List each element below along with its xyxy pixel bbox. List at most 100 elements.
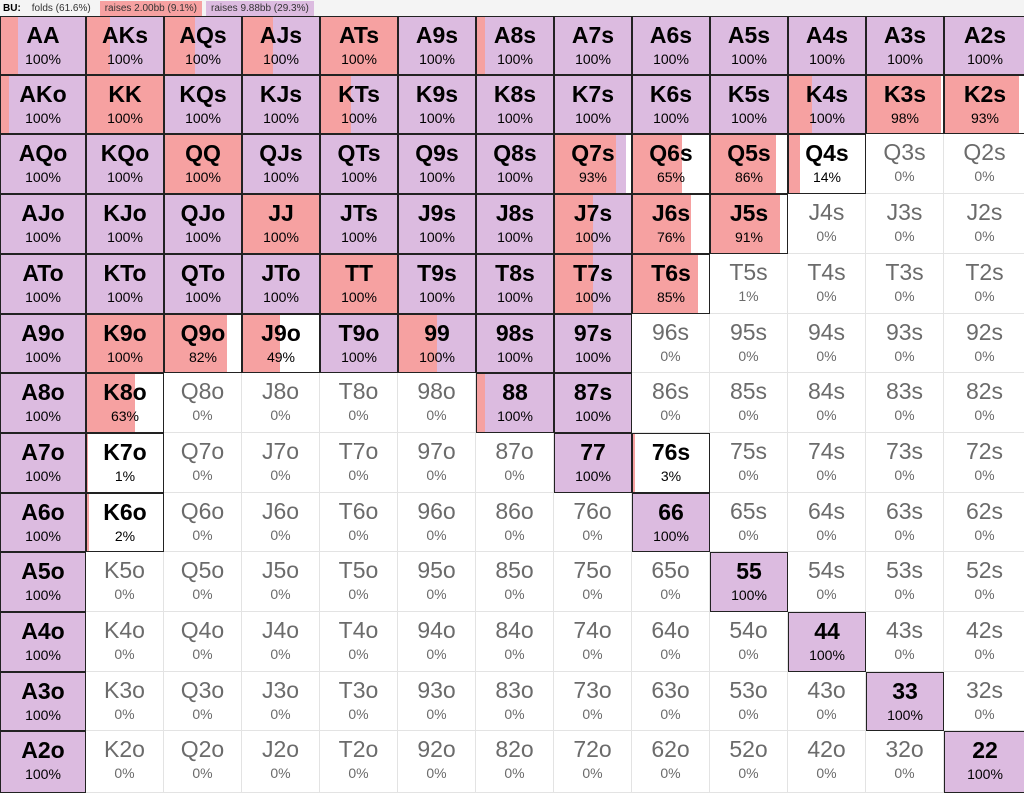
hand-cell-43s[interactable]: 43s 0% (866, 612, 944, 672)
hand-cell-63o[interactable]: 63o 0% (632, 672, 710, 731)
hand-cell-kqs[interactable]: KQs 100% (164, 75, 242, 134)
hand-cell-76o[interactable]: 76o 0% (554, 493, 632, 552)
hand-cell-k2o[interactable]: K2o 0% (86, 731, 164, 793)
fold-action-chip[interactable]: folds (61.6%) (26, 1, 96, 16)
hand-cell-33[interactable]: 33 100% (866, 672, 944, 731)
hand-cell-94o[interactable]: 94o 0% (398, 612, 476, 672)
hand-cell-kqo[interactable]: KQo 100% (86, 134, 164, 194)
hand-cell-k8s[interactable]: K8s 100% (476, 75, 554, 134)
hand-cell-t8o[interactable]: T8o 0% (320, 373, 398, 433)
hand-cell-q3s[interactable]: Q3s 0% (866, 134, 944, 194)
hand-cell-j4o[interactable]: J4o 0% (242, 612, 320, 672)
hand-cell-ako[interactable]: AKo 100% (0, 75, 86, 134)
hand-cell-kk[interactable]: KK 100% (86, 75, 164, 134)
hand-cell-98s[interactable]: 98s 100% (476, 314, 554, 373)
hand-cell-qjo[interactable]: QJo 100% (164, 194, 242, 254)
hand-cell-55[interactable]: 55 100% (710, 552, 788, 612)
hand-cell-t6s[interactable]: T6s 85% (632, 254, 710, 314)
hand-cell-t5o[interactable]: T5o 0% (320, 552, 398, 612)
hand-cell-ato[interactable]: ATo 100% (0, 254, 86, 314)
hand-cell-84s[interactable]: 84s 0% (788, 373, 866, 433)
hand-cell-k6s[interactable]: K6s 100% (632, 75, 710, 134)
hand-cell-87s[interactable]: 87s 100% (554, 373, 632, 433)
hand-cell-22[interactable]: 22 100% (944, 731, 1024, 793)
hand-cell-a3s[interactable]: A3s 100% (866, 16, 944, 75)
hand-cell-a6o[interactable]: A6o 100% (0, 493, 86, 552)
hand-cell-aa[interactable]: AA 100% (0, 16, 86, 75)
hand-cell-q2o[interactable]: Q2o 0% (164, 731, 242, 793)
hand-cell-t5s[interactable]: T5s 1% (710, 254, 788, 314)
hand-cell-77[interactable]: 77 100% (554, 433, 632, 493)
hand-cell-a6s[interactable]: A6s 100% (632, 16, 710, 75)
hand-cell-93o[interactable]: 93o 0% (398, 672, 476, 731)
hand-cell-kjo[interactable]: KJo 100% (86, 194, 164, 254)
hand-cell-jts[interactable]: JTs 100% (320, 194, 398, 254)
hand-cell-t9s[interactable]: T9s 100% (398, 254, 476, 314)
hand-cell-64s[interactable]: 64s 0% (788, 493, 866, 552)
hand-cell-54o[interactable]: 54o 0% (710, 612, 788, 672)
hand-cell-k5o[interactable]: K5o 0% (86, 552, 164, 612)
hand-cell-j2s[interactable]: J2s 0% (944, 194, 1024, 254)
hand-cell-t7s[interactable]: T7s 100% (554, 254, 632, 314)
hand-cell-q6s[interactable]: Q6s 65% (632, 134, 710, 194)
hand-cell-96o[interactable]: 96o 0% (398, 493, 476, 552)
hand-cell-86o[interactable]: 86o 0% (476, 493, 554, 552)
hand-cell-q5o[interactable]: Q5o 0% (164, 552, 242, 612)
hand-cell-jj[interactable]: JJ 100% (242, 194, 320, 254)
hand-cell-t3s[interactable]: T3s 0% (866, 254, 944, 314)
hand-cell-j7s[interactable]: J7s 100% (554, 194, 632, 254)
hand-cell-t3o[interactable]: T3o 0% (320, 672, 398, 731)
hand-cell-t6o[interactable]: T6o 0% (320, 493, 398, 552)
hand-cell-75o[interactable]: 75o 0% (554, 552, 632, 612)
hand-cell-a9o[interactable]: A9o 100% (0, 314, 86, 373)
hand-cell-k2s[interactable]: K2s 93% (944, 75, 1024, 134)
hand-cell-j3o[interactable]: J3o 0% (242, 672, 320, 731)
hand-cell-95o[interactable]: 95o 0% (398, 552, 476, 612)
hand-cell-a9s[interactable]: A9s 100% (398, 16, 476, 75)
hand-cell-q8o[interactable]: Q8o 0% (164, 373, 242, 433)
hand-cell-j5o[interactable]: J5o 0% (242, 552, 320, 612)
hand-cell-32o[interactable]: 32o 0% (866, 731, 944, 793)
hand-cell-a5o[interactable]: A5o 100% (0, 552, 86, 612)
hand-cell-92s[interactable]: 92s 0% (944, 314, 1024, 373)
hand-cell-j6o[interactable]: J6o 0% (242, 493, 320, 552)
hand-cell-93s[interactable]: 93s 0% (866, 314, 944, 373)
hand-cell-53s[interactable]: 53s 0% (866, 552, 944, 612)
hand-cell-a4s[interactable]: A4s 100% (788, 16, 866, 75)
hand-cell-t8s[interactable]: T8s 100% (476, 254, 554, 314)
hand-cell-jto[interactable]: JTo 100% (242, 254, 320, 314)
hand-cell-a7s[interactable]: A7s 100% (554, 16, 632, 75)
hand-cell-qq[interactable]: QQ 100% (164, 134, 242, 194)
hand-cell-87o[interactable]: 87o 0% (476, 433, 554, 493)
hand-cell-ajs[interactable]: AJs 100% (242, 16, 320, 75)
hand-cell-72o[interactable]: 72o 0% (554, 731, 632, 793)
hand-cell-j8o[interactable]: J8o 0% (242, 373, 320, 433)
hand-cell-t4s[interactable]: T4s 0% (788, 254, 866, 314)
hand-cell-k4s[interactable]: K4s 100% (788, 75, 866, 134)
hand-cell-t7o[interactable]: T7o 0% (320, 433, 398, 493)
hand-cell-73o[interactable]: 73o 0% (554, 672, 632, 731)
hand-cell-73s[interactable]: 73s 0% (866, 433, 944, 493)
hand-cell-q5s[interactable]: Q5s 86% (710, 134, 788, 194)
hand-cell-ajo[interactable]: AJo 100% (0, 194, 86, 254)
hand-cell-kto[interactable]: KTo 100% (86, 254, 164, 314)
hand-cell-k4o[interactable]: K4o 0% (86, 612, 164, 672)
hand-cell-98o[interactable]: 98o 0% (398, 373, 476, 433)
hand-cell-q2s[interactable]: Q2s 0% (944, 134, 1024, 194)
hand-cell-82s[interactable]: 82s 0% (944, 373, 1024, 433)
hand-cell-q4s[interactable]: Q4s 14% (788, 134, 866, 194)
hand-cell-a8s[interactable]: A8s 100% (476, 16, 554, 75)
hand-cell-k6o[interactable]: K6o 2% (86, 493, 164, 552)
hand-cell-42o[interactable]: 42o 0% (788, 731, 866, 793)
hand-cell-q8s[interactable]: Q8s 100% (476, 134, 554, 194)
hand-cell-aqs[interactable]: AQs 100% (164, 16, 242, 75)
raise-large-action-chip[interactable]: raises 9.88bb (29.3%) (205, 1, 314, 16)
hand-cell-72s[interactable]: 72s 0% (944, 433, 1024, 493)
hand-cell-q9o[interactable]: Q9o 82% (164, 314, 242, 373)
hand-cell-j2o[interactable]: J2o 0% (242, 731, 320, 793)
hand-cell-83o[interactable]: 83o 0% (476, 672, 554, 731)
hand-cell-a8o[interactable]: A8o 100% (0, 373, 86, 433)
hand-cell-43o[interactable]: 43o 0% (788, 672, 866, 731)
hand-cell-52o[interactable]: 52o 0% (710, 731, 788, 793)
hand-cell-86s[interactable]: 86s 0% (632, 373, 710, 433)
